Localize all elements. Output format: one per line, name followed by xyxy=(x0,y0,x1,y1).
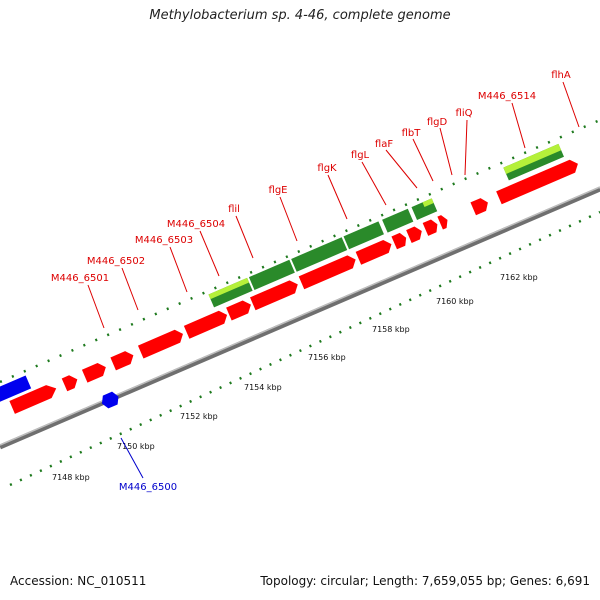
cds-arrow xyxy=(137,329,183,359)
scale-tick-label: 7158 kbp xyxy=(372,325,410,334)
map-title: Methylobacterium sp. 4-46, complete geno… xyxy=(149,8,451,23)
cds-arrow xyxy=(61,375,78,392)
cds-arrow xyxy=(355,240,392,265)
cds-arrow xyxy=(496,159,578,205)
gene-leader-line xyxy=(121,267,139,311)
operon-segment xyxy=(248,259,295,290)
forward-cds-track xyxy=(9,159,578,414)
scale-labels: 7148 kbp 7150 kbp 7152 kbp 7154 kbp 7156 kbp… xyxy=(52,273,538,482)
gene-label: M446_6501 xyxy=(51,273,109,284)
gene-leader-line xyxy=(361,161,387,206)
gene-leader-line xyxy=(439,127,453,176)
cds-arrow xyxy=(226,300,251,321)
genome-summary: Topology: circular; Length: 7,659,055 bp… xyxy=(260,574,590,588)
gene-label: M446_6503 xyxy=(135,235,193,246)
gene-leader-line xyxy=(279,196,298,242)
gene-label: M446_6504 xyxy=(167,219,225,230)
operon-segment xyxy=(291,237,348,272)
gene-leader-line xyxy=(385,149,418,189)
gene-label: M446_6514 xyxy=(478,91,536,102)
scale-tick-label: 7148 kbp xyxy=(52,473,90,482)
gene-label: flhA xyxy=(551,70,571,81)
operon-segment xyxy=(422,198,434,207)
operon-segment xyxy=(343,221,384,250)
gene-leader-line xyxy=(327,174,348,220)
gene-label: flgD xyxy=(427,117,448,128)
gene-leader-line xyxy=(169,246,188,293)
scale-tick-label: 7162 kbp xyxy=(500,273,538,282)
gene-label: flaF xyxy=(375,139,393,150)
gene-leader-line xyxy=(511,102,526,149)
gene-leader-line xyxy=(464,119,468,176)
gene-label: M446_6502 xyxy=(87,256,145,267)
gene-label: M446_6500 xyxy=(119,482,177,493)
gene-label: flgK xyxy=(317,163,337,174)
cds-arrow-reverse xyxy=(101,391,119,409)
gene-leader-line xyxy=(120,437,144,479)
gene-leader-line xyxy=(199,230,220,277)
cds-arrow xyxy=(437,215,448,230)
scale-tick-label: 7156 kbp xyxy=(308,353,346,362)
cds-arrow xyxy=(470,198,488,216)
backbone xyxy=(0,186,600,450)
operon-segment xyxy=(208,277,250,300)
cds-arrow xyxy=(298,255,356,290)
cds-arrow xyxy=(183,310,228,339)
gene-leader-line xyxy=(412,138,434,182)
gene-label: flgL xyxy=(351,150,370,161)
scale-tick-label: 7154 kbp xyxy=(244,383,282,392)
operon-bars xyxy=(208,143,564,308)
gene-leader-line xyxy=(87,284,105,329)
gene-label: flbT xyxy=(402,128,422,139)
cds-arrow xyxy=(250,280,298,311)
outer-track xyxy=(0,118,600,384)
cds-arrow xyxy=(422,219,438,236)
gene-labels: M446_6500 M446_6501 M446_6502 M446_6503 M446… xyxy=(51,70,580,493)
gene-label: flgE xyxy=(269,185,288,196)
cds-arrow xyxy=(406,226,422,243)
cds-arrow-reverse xyxy=(0,375,32,403)
operon-segment xyxy=(503,143,562,175)
operon-segment xyxy=(382,208,414,233)
gene-label: flil xyxy=(228,204,240,215)
accession: Accession: NC_010511 xyxy=(10,574,147,588)
gene-leader-line xyxy=(562,81,580,128)
cds-arrow xyxy=(110,351,134,371)
scale-tick-label: 7160 kbp xyxy=(436,297,474,306)
cds-arrow xyxy=(391,232,407,250)
scale-tick-label: 7152 kbp xyxy=(180,412,218,421)
scale-track xyxy=(9,210,600,487)
reverse-cds-track xyxy=(0,375,119,409)
gene-label: fliQ xyxy=(456,108,473,119)
gene-leader-line xyxy=(235,215,254,259)
scale-tick-label: 7150 kbp xyxy=(117,442,155,451)
cds-arrow xyxy=(81,363,106,383)
cds-arrow xyxy=(9,385,57,414)
